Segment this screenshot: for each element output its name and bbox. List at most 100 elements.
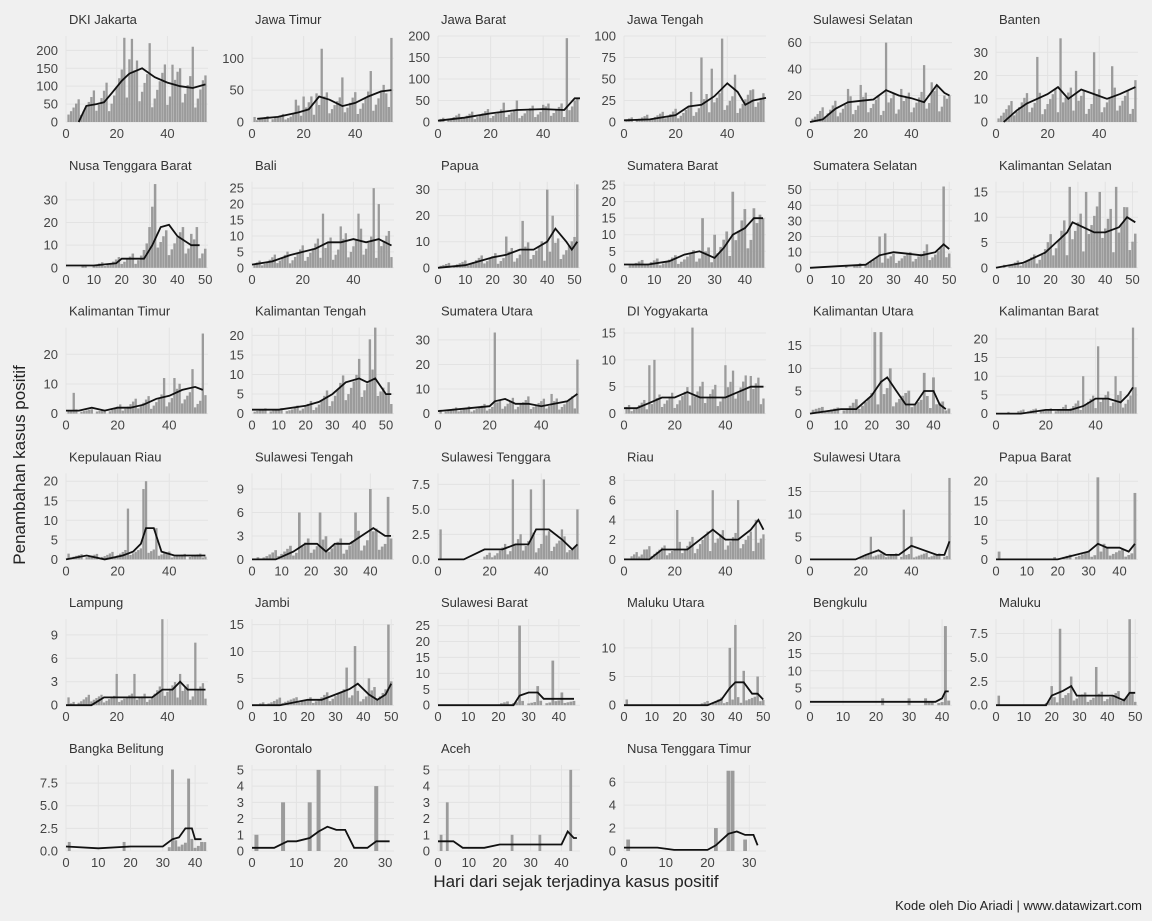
data-bar xyxy=(138,101,141,122)
y-tick-label: 75 xyxy=(602,50,616,65)
data-bar xyxy=(1078,696,1081,706)
x-tick-label: 0 xyxy=(248,418,255,433)
data-bar xyxy=(726,387,730,414)
panel-title: Kepulauan Riau xyxy=(69,449,162,464)
data-bar xyxy=(736,112,739,122)
data-bar xyxy=(295,552,298,560)
data-bar xyxy=(348,102,352,122)
data-bar xyxy=(1100,691,1104,706)
data-bar xyxy=(933,91,936,122)
data-bar xyxy=(1082,251,1085,268)
data-bar xyxy=(545,703,549,706)
data-bar xyxy=(381,692,385,706)
data-bar xyxy=(1061,102,1065,122)
data-bar xyxy=(296,405,299,414)
data-bar xyxy=(534,552,538,560)
data-bar xyxy=(108,553,112,560)
data-bar xyxy=(919,399,923,414)
data-bar xyxy=(1114,376,1117,414)
data-bar xyxy=(380,546,384,560)
data-bar xyxy=(533,702,537,706)
data-bar xyxy=(997,551,1001,560)
data-bar xyxy=(722,703,726,706)
data-bar xyxy=(707,247,710,268)
data-bar xyxy=(271,257,274,268)
trend-line xyxy=(437,227,579,269)
data-bar xyxy=(367,242,370,268)
data-bar xyxy=(1123,207,1126,268)
panel-title: Lampung xyxy=(69,595,123,610)
data-bar xyxy=(501,408,504,414)
data-bar xyxy=(811,409,815,414)
data-bar xyxy=(1042,410,1045,414)
x-tick-label: 40 xyxy=(552,709,566,724)
data-bar xyxy=(864,92,867,122)
data-bar xyxy=(299,410,302,414)
data-bar xyxy=(709,551,712,560)
x-tick-label: 0 xyxy=(248,126,255,141)
y-tick-label: 15 xyxy=(230,347,244,362)
y-tick-label: 5 xyxy=(981,387,988,402)
data-bar xyxy=(369,71,372,122)
trend-line xyxy=(624,518,765,561)
data-bar xyxy=(478,407,481,414)
data-bar xyxy=(329,237,332,268)
data-bar xyxy=(72,701,75,706)
y-tick-label: 30 xyxy=(974,45,988,60)
data-bar xyxy=(1121,407,1125,414)
data-bar xyxy=(472,262,475,268)
data-bar xyxy=(915,102,918,122)
data-bar xyxy=(120,263,123,268)
data-bar xyxy=(534,404,538,414)
data-bar xyxy=(882,394,886,414)
data-bar xyxy=(816,114,819,122)
data-bar xyxy=(1122,698,1126,706)
data-bar xyxy=(511,479,515,560)
data-bar xyxy=(253,411,256,414)
y-tick-label: 0 xyxy=(609,698,616,713)
y-tick-label: 10 xyxy=(602,227,616,242)
x-tick-label: 30 xyxy=(142,272,156,287)
x-tick-label: 30 xyxy=(700,709,714,724)
data-bar xyxy=(496,553,499,560)
data-bar xyxy=(917,555,921,560)
data-bar xyxy=(160,394,163,414)
data-bar xyxy=(724,549,727,560)
data-bar xyxy=(385,93,388,122)
data-bar xyxy=(382,84,385,122)
x-tick-label: 40 xyxy=(720,126,734,141)
data-bar xyxy=(867,263,870,268)
data-bar xyxy=(890,98,893,122)
x-tick-label: 20 xyxy=(109,126,123,141)
data-bar xyxy=(506,403,509,414)
data-bar xyxy=(912,557,916,560)
data-bar xyxy=(758,214,762,268)
data-bar xyxy=(115,86,118,122)
data-bar xyxy=(640,402,643,414)
data-bar xyxy=(1072,110,1075,122)
data-bar xyxy=(1120,700,1123,706)
data-bar xyxy=(346,107,349,122)
data-bar xyxy=(303,542,307,560)
data-bar xyxy=(1067,693,1070,706)
data-bar xyxy=(1043,249,1047,268)
data-bar xyxy=(547,531,551,560)
data-bar xyxy=(1077,100,1080,122)
data-bar xyxy=(306,538,310,560)
data-bar xyxy=(468,113,471,122)
data-bar xyxy=(749,531,752,560)
y-tick-label: 100 xyxy=(594,29,616,44)
data-bar xyxy=(337,249,340,268)
data-bar xyxy=(173,243,176,268)
trend-line xyxy=(252,825,390,849)
data-bar xyxy=(366,540,369,560)
x-tick-label: 20 xyxy=(1040,126,1054,141)
data-bar xyxy=(199,686,202,706)
trend-line xyxy=(810,690,949,703)
x-tick-label: 0 xyxy=(992,709,999,724)
data-bar xyxy=(345,667,348,706)
data-bar xyxy=(375,257,378,268)
y-tick-label: 3 xyxy=(423,795,430,810)
y-tick-label: 9 xyxy=(51,627,58,642)
